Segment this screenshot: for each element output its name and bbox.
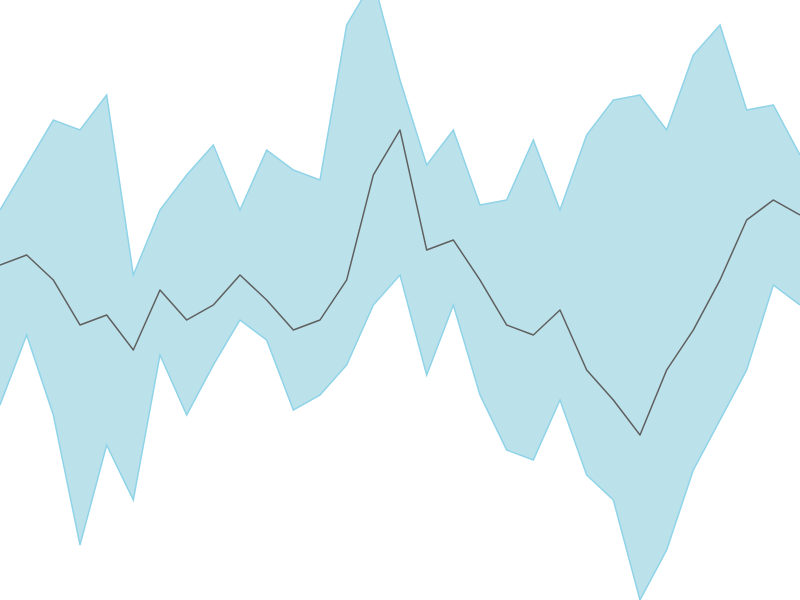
chart-svg — [0, 0, 800, 600]
confidence-band-chart — [0, 0, 800, 600]
